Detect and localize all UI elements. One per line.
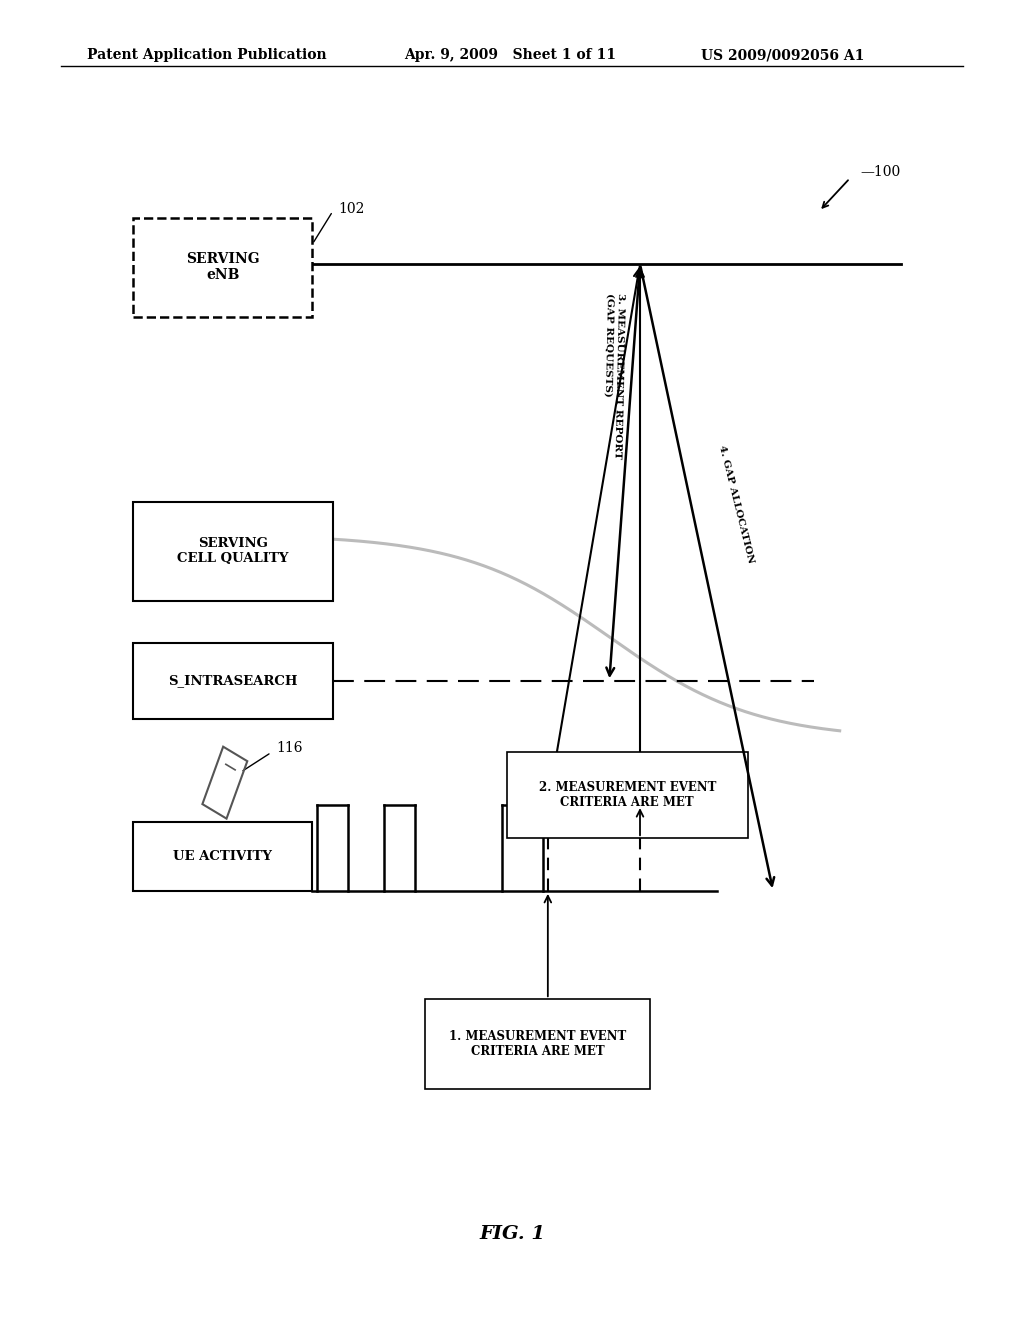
Bar xyxy=(203,747,248,818)
Text: 2. MEASUREMENT EVENT
CRITERIA ARE MET: 2. MEASUREMENT EVENT CRITERIA ARE MET xyxy=(539,781,716,809)
Text: Patent Application Publication: Patent Application Publication xyxy=(87,49,327,62)
Text: 116: 116 xyxy=(276,742,303,755)
Text: SERVING
CELL QUALITY: SERVING CELL QUALITY xyxy=(177,537,289,565)
Bar xyxy=(133,218,312,317)
Text: FIG. 1: FIG. 1 xyxy=(479,1225,545,1243)
Text: 4. GAP ALLOCATION: 4. GAP ALLOCATION xyxy=(717,445,755,565)
Bar xyxy=(133,643,333,719)
Text: —100: —100 xyxy=(860,165,900,178)
Bar xyxy=(133,502,333,601)
Bar xyxy=(425,999,650,1089)
Text: 3. MEASUREMENT REPORT
(GAP REQUESTS): 3. MEASUREMENT REPORT (GAP REQUESTS) xyxy=(602,293,625,459)
Text: 102: 102 xyxy=(338,202,365,215)
Text: 1. MEASUREMENT EVENT
CRITERIA ARE MET: 1. MEASUREMENT EVENT CRITERIA ARE MET xyxy=(449,1030,627,1059)
Text: SERVING
eNB: SERVING eNB xyxy=(186,252,259,282)
Text: US 2009/0092056 A1: US 2009/0092056 A1 xyxy=(701,49,865,62)
Bar xyxy=(507,752,748,838)
Text: Apr. 9, 2009   Sheet 1 of 11: Apr. 9, 2009 Sheet 1 of 11 xyxy=(404,49,616,62)
Bar xyxy=(133,822,312,891)
Text: UE ACTIVITY: UE ACTIVITY xyxy=(173,850,272,863)
Text: S_INTRASEARCH: S_INTRASEARCH xyxy=(168,675,298,688)
